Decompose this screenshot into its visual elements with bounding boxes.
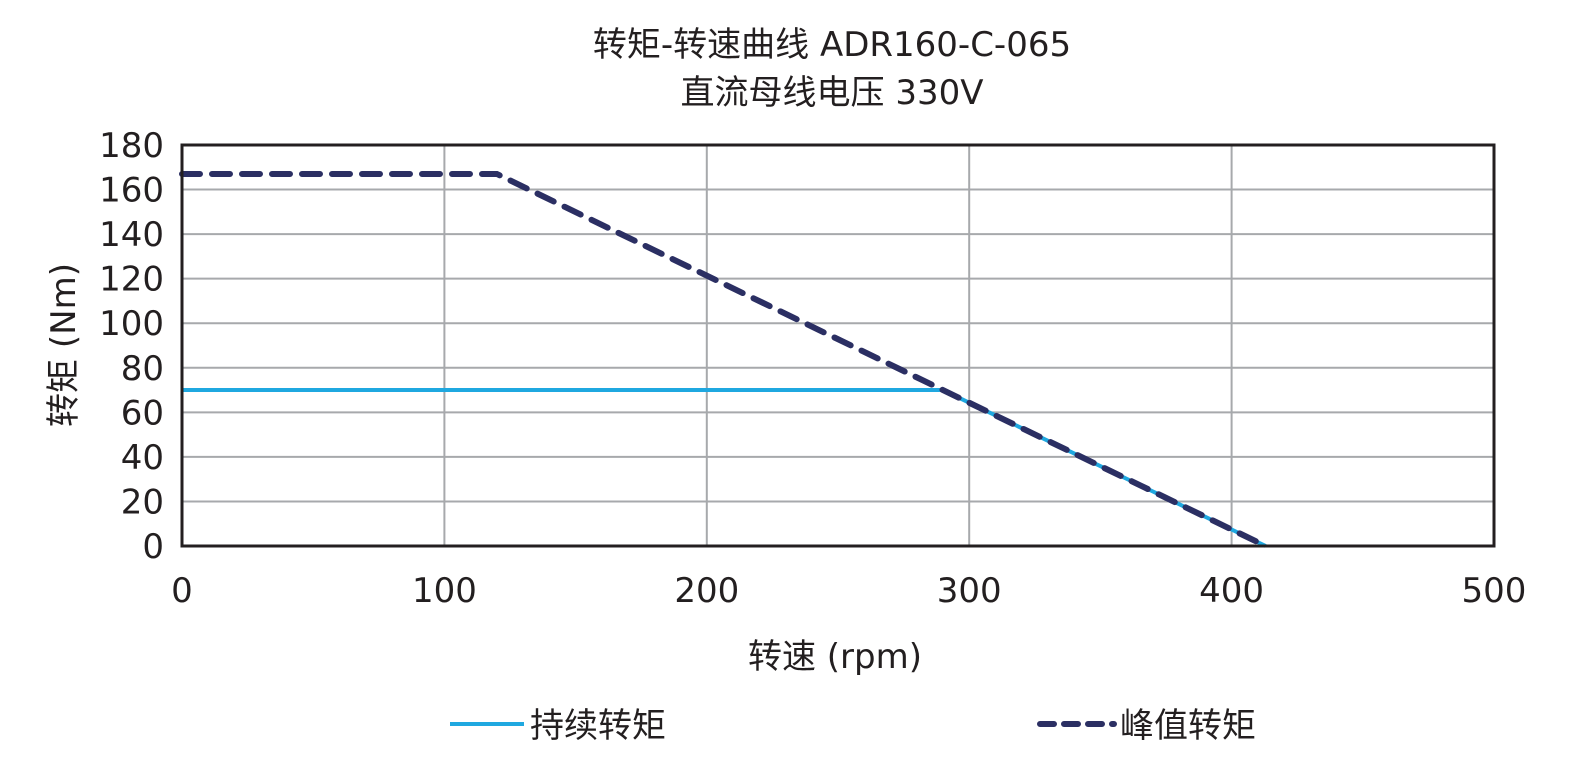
legend-label-1: 峰值转矩 [1120,706,1256,746]
x-tick-label: 300 [937,571,1002,611]
x-tick-label: 200 [674,571,739,611]
legend: 持续转矩 峰值转矩 [450,706,1256,746]
y-tick-label: 0 [142,527,164,567]
series-line-1 [179,170,1269,549]
y-tick-label: 160 [99,171,164,211]
y-tick-label: 60 [121,393,164,433]
x-tick-label: 400 [1199,571,1264,611]
chart-title: 转矩-转速曲线 ADR160-C-065 [593,25,1071,65]
x-tick-label: 500 [1462,571,1527,611]
y-tick-label: 80 [121,349,164,389]
y-tick-label: 180 [99,126,164,166]
y-tick-label: 120 [99,260,164,300]
y-tick-label: 140 [99,215,164,255]
x-tick-label: 0 [171,571,193,611]
grid-lines [181,144,1495,547]
y-tick-label: 20 [121,482,164,522]
series-lines [179,170,1269,549]
plot-frame [180,143,1496,548]
y-tick-label: 100 [99,304,164,344]
y-tick-label: 40 [121,438,164,478]
chart-subtitle: 直流母线电压 330V [681,73,984,113]
x-tick-labels: 0 100 200 300 400 500 [171,571,1526,611]
legend-label-0: 持续转矩 [530,706,666,746]
y-axis-label: 转矩 (Nm) [44,263,84,427]
x-axis-label: 转速 (rpm) [748,637,922,677]
x-tick-label: 100 [412,571,477,611]
